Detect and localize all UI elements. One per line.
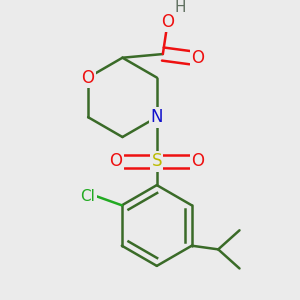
Text: S: S <box>152 152 162 170</box>
Text: O: O <box>191 152 204 170</box>
Text: O: O <box>191 49 204 67</box>
Text: O: O <box>161 13 174 31</box>
Text: O: O <box>82 69 94 87</box>
Text: O: O <box>109 152 122 170</box>
Text: Cl: Cl <box>81 189 95 204</box>
Text: N: N <box>151 108 163 126</box>
Text: H: H <box>174 0 186 15</box>
